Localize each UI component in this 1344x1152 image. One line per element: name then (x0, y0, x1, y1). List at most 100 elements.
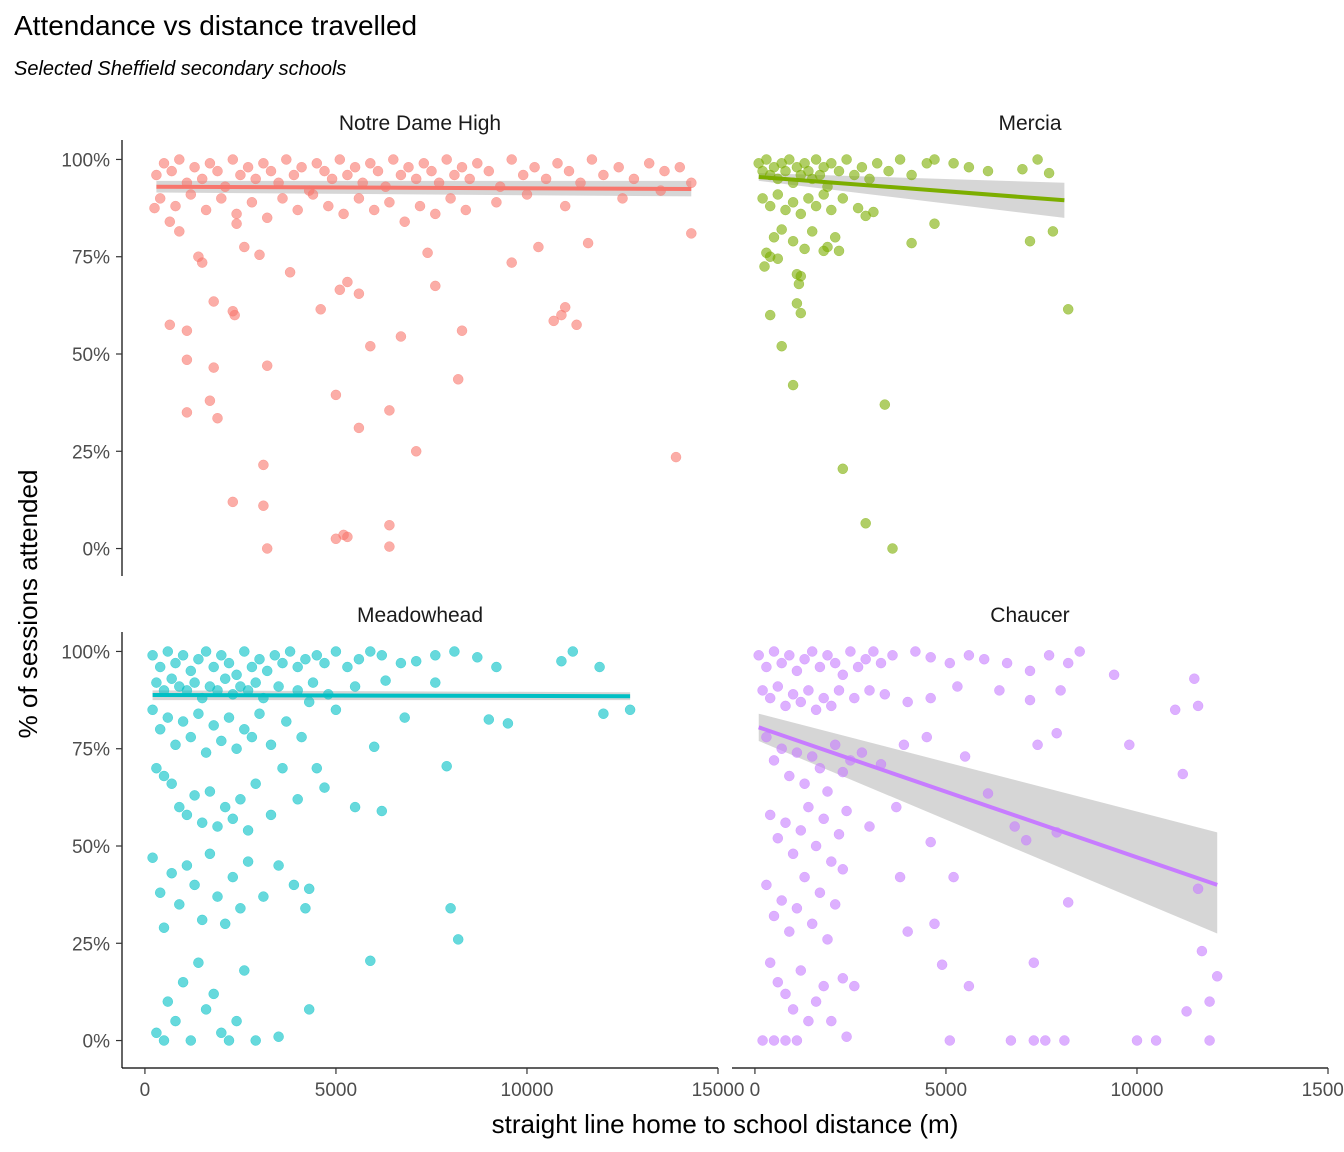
data-point-meadowhead-23 (330, 646, 342, 657)
data-point-mercia-51 (759, 261, 770, 272)
data-point-mercia-50 (868, 206, 879, 218)
data-point-meadowhead-19 (292, 661, 303, 673)
data-point-meadowhead-120 (242, 856, 254, 867)
data-point-chaucer-51 (1192, 700, 1204, 712)
data-point-chaucer-57 (799, 778, 810, 789)
data-point-chaucer-22 (978, 653, 990, 665)
data-point-meadowhead-108 (154, 887, 166, 898)
data-point-chaucer-41 (849, 692, 860, 704)
data-point-notre-dame-high-78 (430, 208, 441, 220)
data-point-meadowhead-105 (376, 805, 388, 817)
data-point-chaucer-92 (761, 879, 772, 891)
data-point-chaucer-16 (875, 657, 887, 669)
data-point-meadowhead-33 (491, 661, 502, 673)
data-point-notre-dame-high-91 (208, 296, 219, 307)
x-tick-label-meadowhead-0: 0 (140, 1080, 151, 1101)
data-point-chaucer-71 (1032, 739, 1043, 751)
data-point-chaucer-108 (1196, 945, 1208, 957)
data-point-mercia-69 (1024, 235, 1036, 247)
data-point-chaucer-128 (780, 1035, 791, 1046)
data-point-mercia-61 (799, 243, 810, 255)
x-tick-label-chaucer-1: 5000 (925, 1080, 967, 1101)
data-point-meadowhead-65 (193, 708, 204, 719)
data-point-notre-dame-high-14 (258, 158, 269, 169)
data-point-meadowhead-16 (269, 650, 281, 661)
data-point-notre-dame-high-97 (284, 267, 296, 278)
y-tick-label-notre-dame-high-3: 75% (72, 248, 110, 269)
data-point-notre-dame-high-90 (196, 257, 208, 268)
data-point-chaucer-29 (1189, 673, 1200, 684)
data-point-meadowhead-99 (265, 809, 277, 821)
data-point-chaucer-53 (768, 755, 780, 766)
data-point-mercia-60 (795, 270, 807, 282)
chart-subtitle: Selected Sheffield secondary schools (14, 58, 347, 80)
data-point-notre-dame-high-42 (472, 158, 483, 169)
data-point-meadowhead-3 (170, 657, 181, 669)
data-point-notre-dame-high-23 (326, 173, 338, 185)
data-point-meadowhead-135 (200, 1004, 212, 1015)
data-point-notre-dame-high-100 (342, 276, 353, 288)
data-point-chaucer-44 (902, 696, 913, 708)
data-point-chaucer-99 (814, 887, 826, 898)
data-point-chaucer-85 (841, 805, 852, 817)
data-point-mercia-62 (806, 226, 818, 237)
data-point-chaucer-98 (806, 918, 818, 930)
data-point-chaucer-131 (944, 1035, 956, 1046)
data-point-meadowhead-73 (254, 708, 265, 719)
data-point-notre-dame-high-15 (265, 165, 277, 177)
data-point-chaucer-61 (829, 739, 841, 751)
data-point-notre-dame-high-39 (449, 169, 460, 181)
data-point-notre-dame-high-121 (181, 407, 193, 418)
data-point-meadowhead-110 (166, 867, 177, 879)
data-point-mercia-36 (1043, 167, 1055, 179)
data-point-mercia-33 (982, 165, 994, 177)
data-point-chaucer-54 (776, 743, 787, 754)
data-point-meadowhead-101 (292, 794, 303, 805)
data-point-notre-dame-high-22 (319, 165, 330, 177)
data-point-chaucer-27 (1074, 646, 1085, 657)
data-point-meadowhead-60 (154, 724, 166, 735)
data-point-notre-dame-high-43 (483, 165, 495, 177)
data-point-notre-dame-high-48 (540, 173, 552, 185)
trend-line-meadowhead (152, 693, 631, 699)
data-point-chaucer-47 (994, 685, 1005, 696)
data-point-meadowhead-90 (189, 790, 200, 801)
data-point-notre-dame-high-26 (349, 161, 361, 173)
data-point-meadowhead-124 (300, 903, 311, 914)
data-point-meadowhead-28 (395, 657, 407, 669)
data-point-meadowhead-37 (151, 677, 162, 688)
data-point-notre-dame-high-125 (258, 459, 269, 471)
data-point-chaucer-9 (822, 650, 833, 661)
x-tick-label-chaucer-3: 15000 (1302, 1080, 1344, 1101)
data-point-chaucer-45 (925, 692, 936, 704)
data-point-mercia-23 (856, 161, 868, 173)
data-point-mercia-72 (764, 309, 776, 321)
data-point-meadowhead-22 (319, 657, 330, 669)
data-point-meadowhead-7 (200, 646, 212, 657)
data-point-chaucer-100 (822, 934, 833, 945)
data-point-chaucer-10 (829, 657, 841, 669)
y-tick-label-notre-dame-high-4: 100% (61, 150, 110, 171)
data-point-chaucer-35 (795, 696, 807, 708)
data-point-meadowhead-20 (300, 653, 311, 665)
data-point-notre-dame-high-84 (617, 193, 628, 204)
data-point-chaucer-134 (1040, 1035, 1051, 1046)
data-point-meadowhead-62 (170, 739, 181, 751)
data-point-chaucer-36 (803, 685, 814, 696)
data-point-meadowhead-83 (598, 708, 609, 719)
data-point-meadowhead-14 (254, 653, 265, 665)
data-point-mercia-15 (810, 154, 822, 165)
data-point-meadowhead-78 (330, 704, 342, 716)
data-point-meadowhead-66 (200, 747, 212, 758)
data-point-meadowhead-138 (223, 1035, 235, 1046)
panel-chaucer: Chaucer 0 5000 10000 15000 (732, 604, 1344, 1101)
data-point-chaucer-129 (791, 1035, 803, 1046)
data-point-meadowhead-98 (250, 778, 261, 789)
data-point-mercia-38 (764, 200, 776, 212)
data-point-meadowhead-111 (174, 899, 185, 910)
data-point-mercia-66 (833, 245, 845, 257)
data-point-notre-dame-high-120 (181, 354, 193, 366)
data-point-meadowhead-39 (166, 673, 177, 684)
data-point-chaucer-116 (818, 980, 829, 992)
